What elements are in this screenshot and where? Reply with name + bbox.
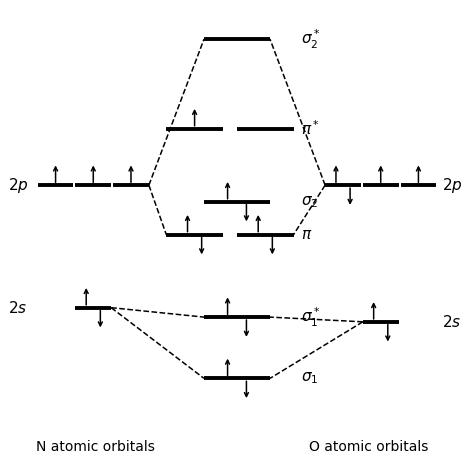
Text: $\pi^*$: $\pi^*$ xyxy=(301,119,319,138)
Text: $\sigma_2^*$: $\sigma_2^*$ xyxy=(301,27,320,51)
Text: $2s$: $2s$ xyxy=(442,314,461,330)
Text: $2p$: $2p$ xyxy=(442,176,463,195)
Text: $\pi$: $\pi$ xyxy=(301,227,312,242)
Text: $\sigma_1$: $\sigma_1$ xyxy=(301,371,318,386)
Text: N atomic orbitals: N atomic orbitals xyxy=(36,440,155,454)
Text: $2s$: $2s$ xyxy=(9,300,28,316)
Text: $\sigma_2$: $\sigma_2$ xyxy=(301,194,318,210)
Text: O atomic orbitals: O atomic orbitals xyxy=(309,440,428,454)
Text: $\sigma_1^*$: $\sigma_1^*$ xyxy=(301,306,320,328)
Text: $2p$: $2p$ xyxy=(9,176,29,195)
